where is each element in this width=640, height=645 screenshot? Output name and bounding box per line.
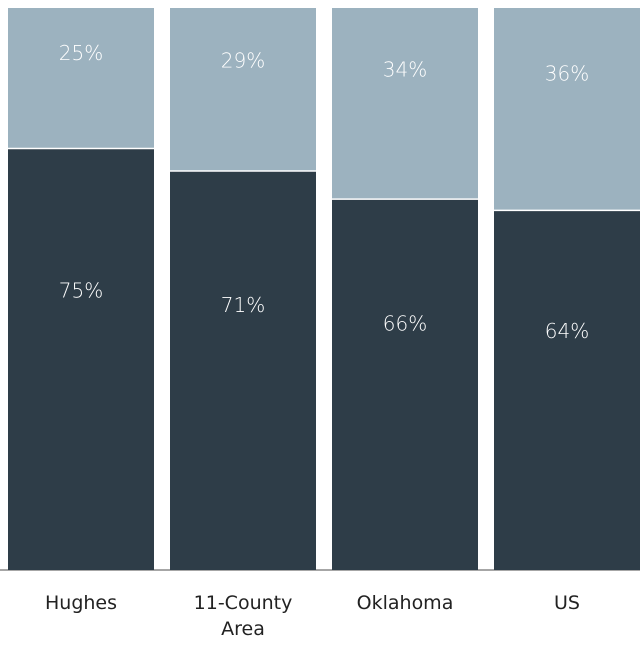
value-label: 36% — [545, 61, 589, 85]
value-label: 34% — [383, 58, 427, 82]
x-tick-label: 11-County Area — [193, 592, 293, 640]
value-label: 66% — [383, 312, 427, 336]
value-label: 64% — [545, 319, 589, 343]
bar-segment — [332, 199, 478, 570]
value-label: 25% — [59, 41, 103, 65]
bar-segment — [8, 148, 154, 570]
bar-segment — [494, 8, 640, 211]
x-tick-label: Oklahoma — [356, 592, 454, 614]
value-label: 71% — [221, 293, 265, 317]
bar-segment — [332, 8, 478, 200]
value-label: 29% — [221, 48, 265, 72]
x-tick-label: US — [554, 592, 580, 614]
value-label: 75% — [59, 278, 103, 302]
bar-segment — [8, 8, 154, 149]
x-tick-label: Hughes — [44, 592, 118, 614]
bar-segment — [494, 210, 640, 570]
bar-segment — [170, 170, 316, 571]
bar-segment — [170, 8, 316, 171]
